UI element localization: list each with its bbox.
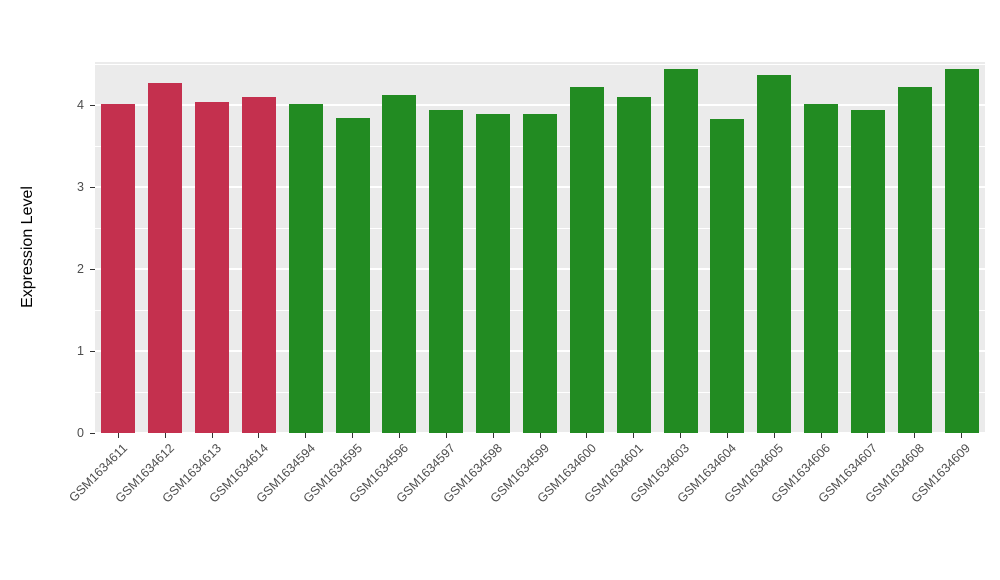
bar-GSM1634598 — [476, 113, 511, 433]
x-tick-mark — [773, 433, 775, 438]
x-tick-mark — [914, 433, 916, 438]
x-tick-mark — [352, 433, 354, 438]
bar-GSM1634611 — [101, 103, 136, 433]
x-tick-mark — [539, 433, 541, 438]
x-tick-mark — [820, 433, 822, 438]
y-tick-label: 2 — [77, 262, 84, 277]
y-tick-mark — [90, 104, 95, 106]
bar-GSM1634595 — [335, 117, 370, 433]
x-tick-mark — [258, 433, 260, 438]
x-tick-mark — [164, 433, 166, 438]
y-tick-label: 3 — [77, 180, 84, 195]
y-tick-mark — [90, 432, 95, 434]
x-tick-mark — [633, 433, 635, 438]
bar-GSM1634604 — [710, 119, 745, 433]
bar-GSM1634607 — [850, 109, 885, 433]
bar-GSM1634614 — [241, 97, 276, 433]
y-axis-title: Expression Level — [19, 186, 36, 308]
x-tick-mark — [398, 433, 400, 438]
bar-GSM1634605 — [757, 75, 792, 433]
bar-GSM1634599 — [523, 113, 557, 433]
x-tick-mark — [867, 433, 869, 438]
minor-gridline — [95, 63, 985, 65]
major-gridline — [95, 104, 985, 107]
y-tick-mark — [90, 186, 95, 188]
bar-GSM1634594 — [288, 103, 323, 433]
bar-GSM1634609 — [944, 68, 979, 433]
x-tick-mark — [680, 433, 682, 438]
x-tick-mark — [726, 433, 728, 438]
bar-GSM1634603 — [663, 68, 698, 433]
y-tick-label: 4 — [77, 98, 84, 113]
x-tick-mark — [117, 433, 119, 438]
x-tick-mark — [211, 433, 213, 438]
bar-GSM1634596 — [382, 94, 417, 433]
bar-GSM1634606 — [804, 103, 839, 433]
x-tick-mark — [445, 433, 447, 438]
x-tick-mark — [586, 433, 588, 438]
x-tick-mark — [961, 433, 963, 438]
bar-GSM1634612 — [148, 83, 183, 433]
y-tick-mark — [90, 350, 95, 352]
bar-GSM1634597 — [429, 109, 464, 433]
y-tick-mark — [90, 268, 95, 270]
plot-panel — [95, 62, 985, 434]
bar-GSM1634600 — [569, 87, 604, 433]
x-tick-mark — [305, 433, 307, 438]
bar-GSM1634601 — [616, 97, 651, 433]
y-tick-label: 1 — [77, 344, 84, 359]
y-tick-label: 0 — [77, 426, 84, 440]
bar-GSM1634608 — [897, 87, 932, 433]
x-tick-mark — [492, 433, 494, 438]
bar-GSM1634613 — [195, 102, 230, 433]
